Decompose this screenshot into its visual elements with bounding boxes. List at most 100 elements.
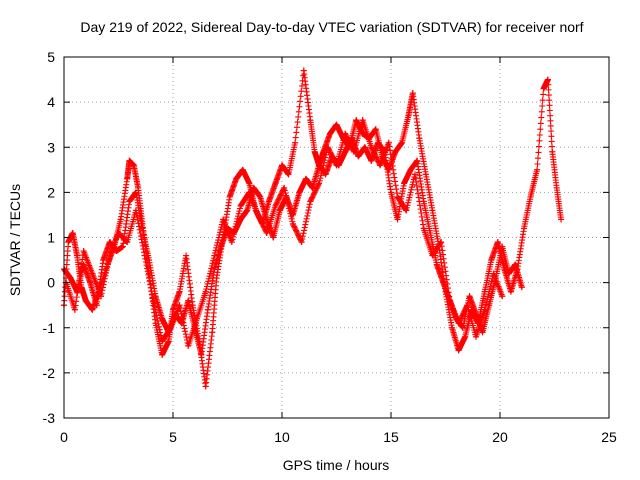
data-point xyxy=(279,162,285,169)
data-point xyxy=(69,229,76,236)
data-point xyxy=(250,184,257,191)
data-point xyxy=(126,157,133,164)
x-axis-label: GPS time / hours xyxy=(283,457,390,473)
data-point xyxy=(403,207,410,214)
data-point xyxy=(527,193,534,200)
data-point xyxy=(211,252,218,259)
data-point xyxy=(119,243,126,250)
data-point xyxy=(407,166,414,173)
data-point xyxy=(159,351,166,358)
data-point xyxy=(285,171,292,178)
data-point xyxy=(106,252,113,259)
data-point xyxy=(394,216,401,223)
data-point xyxy=(152,293,159,300)
data-point xyxy=(193,315,200,322)
data-point xyxy=(150,297,157,304)
data-point xyxy=(198,351,205,358)
data-point xyxy=(322,171,329,178)
x-tick-label: 10 xyxy=(274,429,290,445)
data-point xyxy=(159,338,166,345)
data-point xyxy=(438,239,445,246)
data-point xyxy=(204,306,211,313)
data-point xyxy=(368,144,375,151)
data-point xyxy=(401,180,408,187)
data-point xyxy=(455,320,462,327)
y-tick-label: -2 xyxy=(43,365,56,381)
data-point xyxy=(416,135,423,142)
axis-ticks xyxy=(63,56,610,419)
y-tick-labels: -3 -2 -1 0 1 2 3 4 5 xyxy=(43,49,56,426)
data-point xyxy=(82,297,89,304)
x-tick-label: 20 xyxy=(492,429,508,445)
data-point xyxy=(307,117,314,124)
data-point xyxy=(270,234,277,241)
data-point xyxy=(185,342,192,349)
data-point xyxy=(265,198,272,205)
data-point xyxy=(244,207,251,214)
data-point xyxy=(414,157,421,164)
data-point xyxy=(353,117,360,124)
data-point xyxy=(405,112,412,119)
data-point xyxy=(130,162,137,169)
data-point xyxy=(126,198,133,205)
data-point xyxy=(246,180,253,187)
data-point xyxy=(176,288,183,295)
data-point xyxy=(226,193,233,200)
data-point xyxy=(446,297,453,304)
data-point xyxy=(80,248,87,255)
data-point xyxy=(89,270,96,277)
data-point xyxy=(263,229,270,236)
data-point xyxy=(520,225,527,232)
data-point xyxy=(355,153,362,160)
data-point xyxy=(507,288,514,295)
series-trace-a xyxy=(61,67,565,390)
data-marks xyxy=(61,67,565,390)
data-point xyxy=(233,175,240,182)
data-point xyxy=(466,293,473,300)
data-point xyxy=(411,171,418,178)
data-point xyxy=(420,225,427,232)
data-point xyxy=(272,202,279,209)
data-point xyxy=(320,148,327,155)
data-point xyxy=(183,252,190,259)
data-point xyxy=(553,184,560,191)
data-point xyxy=(333,162,340,169)
data-point xyxy=(159,315,166,322)
data-point xyxy=(100,257,107,264)
data-point xyxy=(392,148,399,155)
data-point xyxy=(394,193,401,200)
data-point xyxy=(307,198,314,205)
data-point xyxy=(311,148,318,155)
data-point xyxy=(98,293,105,300)
data-point xyxy=(481,306,488,313)
series-trace-c xyxy=(63,117,506,349)
data-point xyxy=(429,252,436,259)
data-point xyxy=(494,239,501,246)
data-point xyxy=(385,139,392,146)
data-point xyxy=(78,284,85,291)
data-point xyxy=(300,67,307,74)
data-point xyxy=(388,189,394,196)
data-point xyxy=(93,302,100,309)
data-point xyxy=(124,175,131,182)
data-point xyxy=(309,184,316,191)
data-point xyxy=(368,157,375,164)
y-tick-label: 0 xyxy=(47,275,55,291)
data-point xyxy=(398,139,405,146)
plus-marker-trace xyxy=(61,67,565,390)
data-point xyxy=(501,266,508,273)
data-point xyxy=(429,207,436,214)
data-point xyxy=(185,297,192,304)
data-point xyxy=(359,117,366,124)
grid xyxy=(64,57,609,418)
y-tick-label: 1 xyxy=(47,230,55,246)
data-point xyxy=(228,239,235,246)
data-point xyxy=(167,324,174,331)
y-tick-label: 2 xyxy=(47,184,55,200)
data-point xyxy=(326,130,333,137)
data-point xyxy=(486,302,493,309)
x-tick-label: 0 xyxy=(60,429,68,445)
data-point xyxy=(427,229,434,236)
data-point xyxy=(202,383,209,390)
x-tick-label: 25 xyxy=(601,429,617,445)
